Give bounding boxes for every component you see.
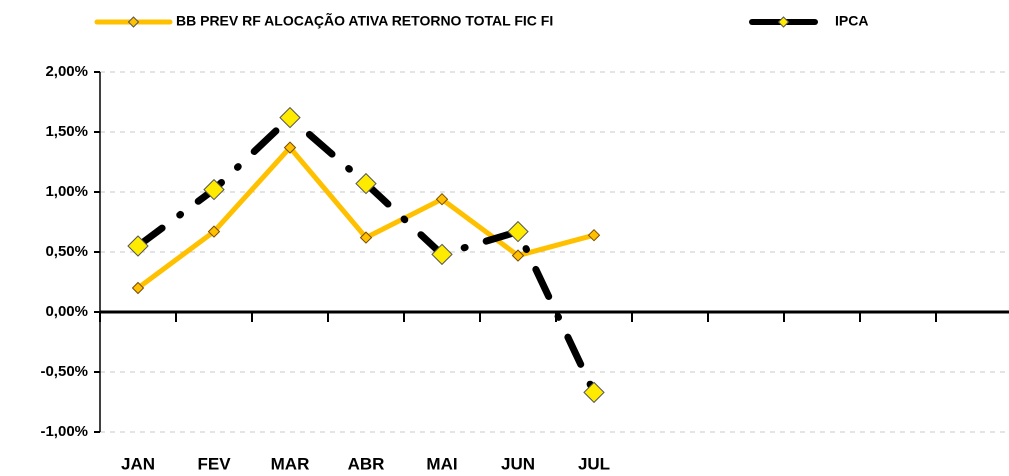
data-marker xyxy=(207,225,221,238)
legend-marker xyxy=(777,16,790,28)
data-marker xyxy=(127,235,149,257)
data-marker xyxy=(511,249,525,262)
legend-label: IPCA xyxy=(835,13,868,29)
data-marker xyxy=(583,381,605,404)
x-tick-label: JUN xyxy=(501,454,535,473)
legend-marker xyxy=(127,16,140,28)
y-tick-label: 2,00% xyxy=(45,63,88,80)
data-marker xyxy=(359,231,373,244)
data-marker xyxy=(355,172,377,195)
x-tick-label: MAR xyxy=(271,454,310,473)
x-tick-label: ABR xyxy=(348,454,385,473)
data-marker xyxy=(283,141,297,154)
y-tick-label: 0,00% xyxy=(45,303,88,320)
data-marker xyxy=(587,228,601,242)
y-tick-label: -1,00% xyxy=(40,423,88,440)
data-marker xyxy=(279,106,301,129)
y-tick-label: -0,50% xyxy=(40,363,88,380)
data-marker xyxy=(131,281,145,295)
series-line xyxy=(135,145,597,291)
y-tick-label: 0,50% xyxy=(45,243,88,260)
x-tick-label: JAN xyxy=(121,454,155,473)
y-tick-label: 1,50% xyxy=(45,123,88,140)
data-marker xyxy=(203,178,225,201)
legend-label: BB PREV RF ALOCAÇÃO ATIVA RETORNO TOTAL … xyxy=(176,12,553,29)
data-marker xyxy=(431,243,453,266)
x-tick-label: FEV xyxy=(197,454,231,473)
x-tick-label: JUL xyxy=(578,454,610,473)
x-tick-label: MAI xyxy=(426,454,457,473)
data-marker xyxy=(435,192,449,206)
data-marker xyxy=(507,220,529,243)
y-tick-label: 1,00% xyxy=(45,183,88,200)
